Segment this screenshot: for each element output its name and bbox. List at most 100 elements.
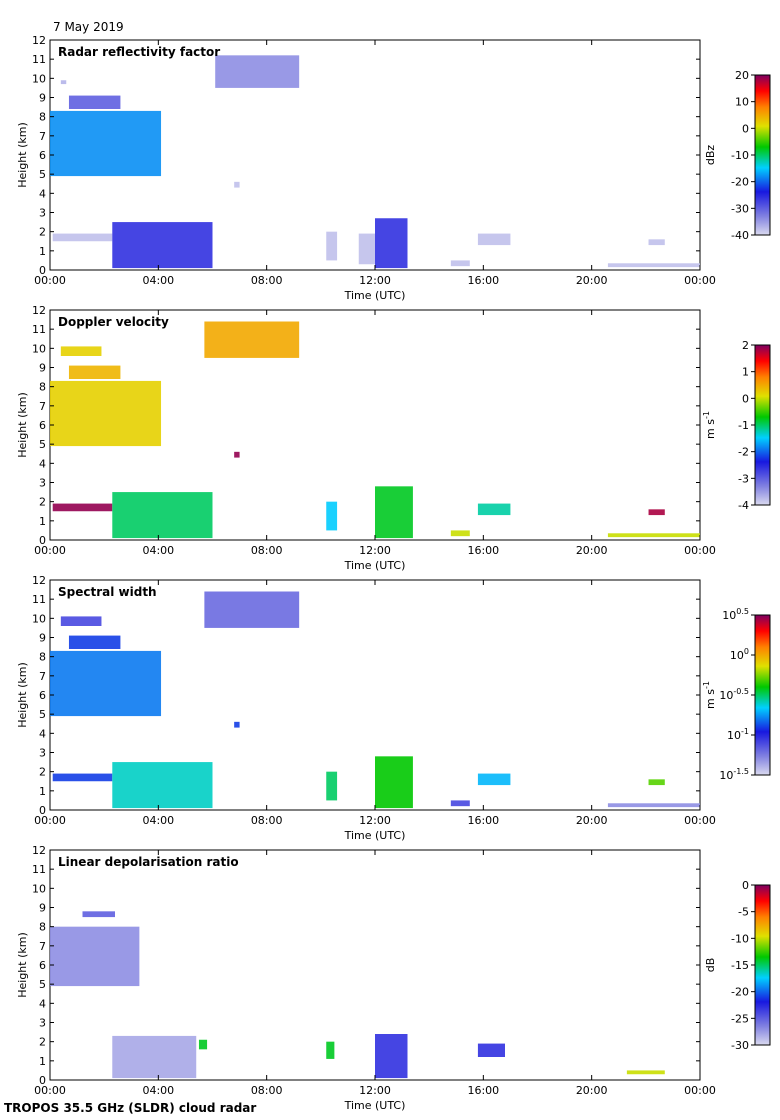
colorbar-tick-label: -1 [738,419,749,432]
y-axis-label: Height (km) [16,932,29,998]
y-tick-label: 3 [39,1017,46,1030]
instrument-footer: TROPOS 35.5 GHz (SLDR) cloud radar [4,1101,257,1115]
x-tick-label: 00:00 [34,274,66,287]
echo-region [450,530,470,537]
x-axis-label: Time (UTC) [344,1099,406,1112]
x-axis-label: Time (UTC) [344,829,406,842]
x-tick-label: 08:00 [251,274,283,287]
colorbar-tick-label: -20 [731,986,749,999]
y-tick-label: 0 [39,264,46,277]
y-tick-label: 2 [39,1036,46,1049]
y-tick-label: 9 [39,92,46,105]
y-tick-label: 12 [32,34,46,47]
colorbar [754,74,771,236]
echo-region [50,110,162,177]
y-tick-label: 9 [39,902,46,915]
y-tick-label: 6 [39,959,46,972]
y-tick-label: 6 [39,149,46,162]
y-tick-label: 11 [32,53,46,66]
echo-region [52,773,113,782]
echo-region [50,926,140,987]
colorbar-tick-label: -30 [731,202,749,215]
echo-region [112,1035,197,1079]
x-tick-label: 20:00 [576,274,608,287]
y-tick-label: 12 [32,304,46,317]
echo-region [450,800,470,807]
echo-region [607,533,700,538]
y-tick-label: 12 [32,574,46,587]
echo-region [375,1034,408,1079]
y-tick-label: 10 [32,72,46,85]
date-label: 7 May 2019 [53,20,124,34]
echo-region [477,503,511,516]
x-axis-label: Time (UTC) [344,559,406,572]
x-tick-label: 00:00 [34,1084,66,1097]
y-tick-label: 7 [39,400,46,413]
colorbar-tick-label: 10 [735,96,749,109]
y-tick-label: 5 [39,438,46,451]
echo-region [326,771,338,801]
x-tick-label: 08:00 [251,1084,283,1097]
y-tick-label: 6 [39,419,46,432]
y-tick-label: 11 [32,863,46,876]
echo-region [204,321,300,358]
y-tick-label: 10 [32,882,46,895]
x-tick-label: 12:00 [359,1084,391,1097]
colorbar-unit-label: m s-1 [702,681,717,709]
y-tick-label: 1 [39,1055,46,1068]
echo-region [50,380,162,447]
y-tick-label: 1 [39,785,46,798]
colorbar-tick-label: 2 [742,339,749,352]
y-tick-label: 4 [39,997,46,1010]
colorbar-tick-label: -10 [731,149,749,162]
y-tick-label: 3 [39,747,46,760]
y-tick-label: 7 [39,130,46,143]
echo-region [60,80,67,85]
y-tick-label: 5 [39,168,46,181]
x-tick-label: 20:00 [576,814,608,827]
echo-region [358,233,375,265]
echo-region [52,233,113,242]
y-tick-label: 4 [39,457,46,470]
echo-region [375,756,413,809]
x-axis-label: Time (UTC) [344,289,406,302]
x-tick-label: 00:00 [684,544,716,557]
y-tick-label: 8 [39,921,46,934]
colorbar-unit-label: dBz [704,145,717,166]
y-tick-label: 5 [39,708,46,721]
x-tick-label: 16:00 [467,814,499,827]
echo-region [648,239,665,246]
echo-region [326,501,338,531]
x-tick-label: 04:00 [142,544,174,557]
colorbar-tick-label: -2 [738,446,749,459]
echo-region [60,616,102,626]
echo-region [326,1041,335,1059]
echo-region [648,779,665,786]
y-tick-label: 1 [39,515,46,528]
colorbar-tick-label: -5 [738,906,749,919]
echo-region [607,803,700,808]
colorbar-tick-label: 1 [742,366,749,379]
x-tick-label: 00:00 [34,544,66,557]
colorbar-tick-label: -30 [731,1039,749,1052]
echo-region [112,762,213,809]
echo-region [626,1070,665,1075]
colorbar-tick-label: 100.5 [722,607,749,622]
y-tick-label: 10 [32,342,46,355]
x-tick-label: 16:00 [467,274,499,287]
panel-title: Doppler velocity [58,315,169,329]
colorbar-tick-label: 20 [735,69,749,82]
colorbar [754,344,771,506]
x-tick-label: 00:00 [684,274,716,287]
y-tick-label: 5 [39,978,46,991]
echo-region [326,231,338,261]
echo-region [215,55,300,88]
echo-region [234,721,240,728]
x-tick-label: 04:00 [142,1084,174,1097]
y-tick-label: 6 [39,689,46,702]
y-tick-label: 11 [32,593,46,606]
colorbar-tick-label: 0 [742,122,749,135]
colorbar [754,884,771,1046]
y-tick-label: 12 [32,844,46,857]
